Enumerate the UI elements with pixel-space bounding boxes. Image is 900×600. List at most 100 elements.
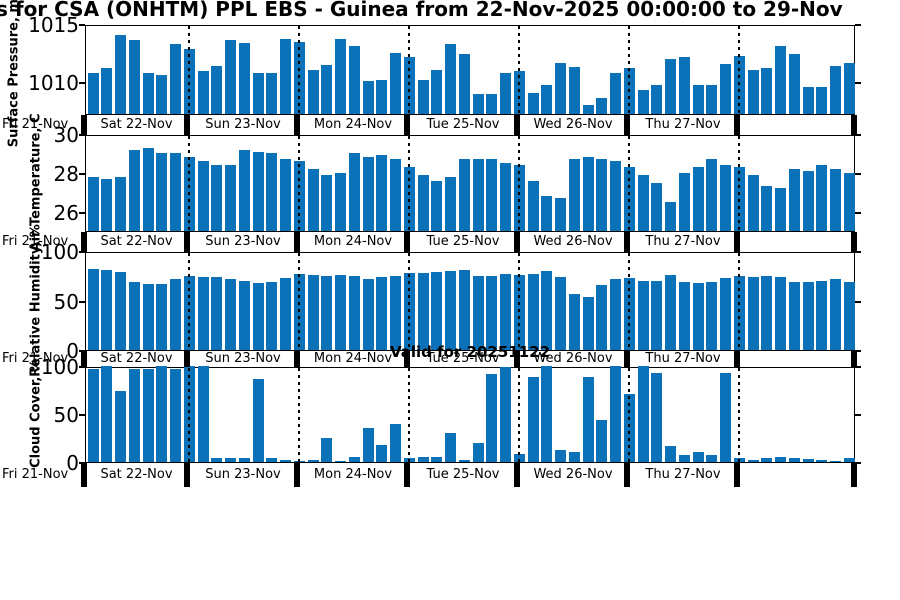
day-tick — [184, 115, 190, 135]
x-day-label: Thu 27-Nov — [645, 467, 721, 482]
bar — [280, 159, 292, 231]
day-gridline — [628, 368, 630, 462]
bar — [637, 366, 649, 462]
bar — [541, 270, 553, 350]
day-gridline — [628, 26, 630, 114]
bar — [335, 172, 347, 231]
bar — [238, 42, 250, 114]
y-tick-mark — [855, 350, 861, 352]
bar — [170, 368, 182, 462]
bar — [761, 458, 773, 462]
x-start-label: Fri 21-Nov — [2, 234, 69, 249]
day-tick — [184, 463, 190, 487]
relative-humidity-tick-label: 100 — [40, 240, 79, 264]
y-tick-mark — [855, 82, 861, 85]
bar — [156, 75, 168, 114]
bar — [431, 271, 443, 350]
day-tick — [514, 351, 520, 367]
day-tick — [404, 463, 410, 487]
day-tick — [624, 351, 630, 367]
bar — [720, 63, 732, 114]
bar — [555, 276, 567, 350]
bar — [335, 461, 347, 462]
bar — [128, 149, 140, 231]
bar — [706, 281, 718, 350]
bar — [706, 159, 718, 231]
bar — [307, 460, 319, 462]
bar — [211, 458, 223, 462]
bar — [128, 40, 140, 114]
bar — [527, 180, 539, 231]
x-day-label: Sat 22-Nov — [100, 234, 173, 249]
bar — [472, 275, 484, 350]
bar — [390, 423, 402, 462]
bar — [445, 43, 457, 114]
day-tick — [184, 232, 190, 252]
bar — [665, 445, 677, 462]
x-day-label: Mon 24-Nov — [313, 234, 393, 249]
bar — [458, 54, 470, 114]
day-tick — [624, 232, 630, 252]
bar — [128, 281, 140, 350]
bar — [87, 268, 99, 350]
relative-humidity-tick-label: 0 — [66, 339, 79, 363]
bar — [445, 270, 457, 350]
bar — [156, 366, 168, 462]
bar — [596, 159, 608, 231]
bar — [238, 458, 250, 462]
day-tick — [294, 115, 300, 135]
bar — [541, 196, 553, 231]
bar — [225, 40, 237, 114]
bar — [101, 68, 113, 114]
surface-pressure-tick-label: 1015 — [28, 13, 79, 37]
bar — [321, 275, 333, 350]
day-gridline — [738, 26, 740, 114]
bar — [280, 277, 292, 350]
bar — [678, 56, 690, 114]
bar — [321, 174, 333, 231]
y-tick-mark — [855, 462, 861, 464]
bar — [816, 87, 828, 114]
bar — [376, 276, 388, 350]
y-tick-mark — [79, 350, 85, 352]
day-tick — [734, 463, 740, 487]
day-tick — [81, 232, 87, 252]
bar — [568, 293, 580, 350]
day-gridline — [518, 26, 520, 114]
bar — [527, 376, 539, 462]
x-day-label: Wed 26-Nov — [533, 467, 613, 482]
bar — [830, 168, 842, 231]
bar — [376, 155, 388, 231]
y-tick-mark — [79, 134, 85, 136]
bar — [252, 151, 264, 231]
bar — [252, 378, 264, 462]
bar — [87, 176, 99, 231]
bar — [843, 458, 855, 462]
day-gridline — [298, 253, 300, 350]
bar — [678, 455, 690, 462]
day-tick — [404, 232, 410, 252]
day-tick — [81, 115, 87, 135]
day-gridline — [628, 253, 630, 350]
bar — [266, 281, 278, 350]
bar — [115, 176, 127, 231]
bar — [555, 198, 567, 231]
bar — [101, 366, 113, 462]
bar — [225, 165, 237, 231]
bar — [610, 161, 622, 231]
bar — [266, 458, 278, 462]
x-day-label: Mon 24-Nov — [313, 117, 393, 132]
air-temperature-panel — [85, 135, 855, 232]
bar — [307, 274, 319, 350]
day-gridline — [408, 26, 410, 114]
bar — [431, 180, 443, 231]
bar — [775, 46, 787, 114]
surface-pressure-panel — [85, 25, 855, 115]
bar — [720, 165, 732, 231]
bar — [555, 449, 567, 462]
day-gridline — [188, 136, 190, 231]
bar — [431, 69, 443, 114]
bar — [128, 368, 140, 462]
bar — [417, 174, 429, 231]
day-tick — [294, 351, 300, 367]
